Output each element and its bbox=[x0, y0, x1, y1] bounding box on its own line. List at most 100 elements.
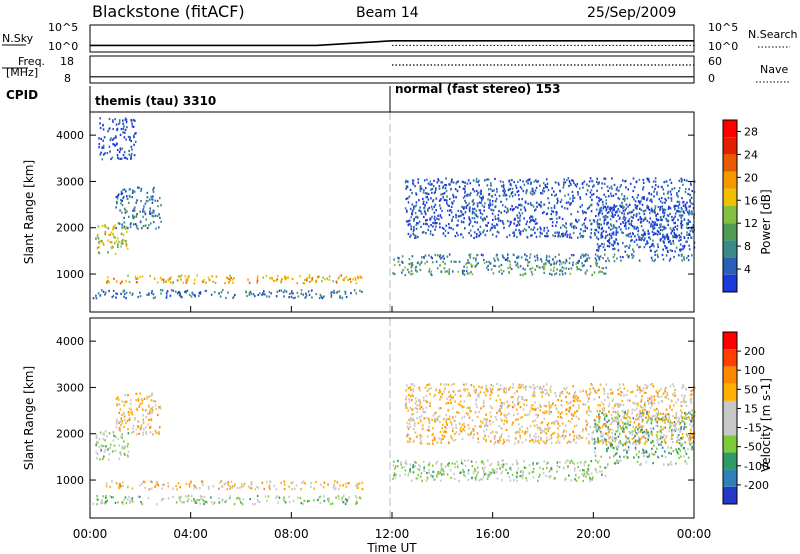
velocity-cells-cell bbox=[637, 424, 639, 427]
velocity-cells-cell bbox=[586, 412, 588, 415]
power-cells-cell bbox=[568, 261, 571, 265]
power-cells-cell bbox=[146, 200, 149, 203]
velocity-cells-cell bbox=[572, 440, 575, 443]
power-cells-cell bbox=[98, 242, 101, 245]
power-cells-cell bbox=[121, 241, 123, 244]
power-cells-cell bbox=[170, 289, 173, 292]
power-cells-cell bbox=[552, 210, 555, 213]
velocity-cells-cell bbox=[678, 447, 680, 450]
power-cells-cell bbox=[667, 237, 670, 241]
velocity-cells-cell bbox=[111, 450, 114, 453]
velocity-cells-cell bbox=[642, 435, 644, 438]
velocity-cells-cell bbox=[521, 477, 524, 480]
power-cells-cell bbox=[457, 215, 460, 218]
velocity-cells-cell bbox=[617, 410, 619, 413]
power-cells-cell bbox=[530, 271, 533, 274]
power-cells-cell bbox=[170, 276, 172, 279]
power-cells-cell bbox=[471, 210, 474, 213]
velocity-cells-cell bbox=[502, 442, 504, 445]
power-cells-cell bbox=[438, 222, 441, 225]
power-cells-cell bbox=[472, 179, 475, 182]
power-cells-cell bbox=[636, 226, 638, 229]
velocity-cells-cell bbox=[640, 398, 643, 401]
velocity-cells-cell bbox=[563, 387, 565, 390]
power-cells-cell bbox=[457, 180, 460, 183]
power-cells-cell bbox=[256, 281, 258, 284]
velocity-cells-cell bbox=[587, 468, 589, 471]
velocity-cells-cell bbox=[439, 420, 441, 424]
velocity-cells-cell bbox=[445, 427, 448, 430]
power-cells-cell bbox=[423, 179, 426, 182]
velocity-cells-cell bbox=[532, 467, 535, 471]
velocity-cells-cell bbox=[462, 463, 464, 466]
velocity-cells-cell bbox=[155, 481, 158, 484]
power-cells-cell bbox=[248, 292, 251, 295]
velocity-cells-cell bbox=[533, 392, 536, 395]
velocity-cells-cell bbox=[670, 463, 673, 466]
velocity-cells-cell bbox=[500, 412, 503, 415]
velocity-cells-cell bbox=[627, 409, 629, 412]
velocity-cells-cell bbox=[681, 420, 683, 423]
velocity-cells-cell bbox=[460, 430, 463, 433]
power-cells-cell bbox=[558, 253, 560, 256]
power-cells-cell bbox=[598, 256, 600, 259]
power-cells-cell bbox=[615, 188, 618, 191]
power-cells-cell bbox=[134, 223, 137, 226]
power-cells-cell bbox=[233, 277, 235, 280]
power-cells bbox=[92, 117, 696, 300]
power-cells-cell bbox=[156, 281, 159, 284]
velocity-cells-cell bbox=[565, 401, 568, 404]
velocity-cells-cell bbox=[681, 433, 684, 436]
power-cells-cell bbox=[565, 201, 568, 204]
velocity-cells-cell bbox=[533, 407, 536, 410]
velocity-cells-cell bbox=[407, 474, 410, 477]
velocity-cells-cell bbox=[103, 455, 105, 458]
velocity-cells-cell bbox=[447, 463, 449, 466]
velocity-cells-cell bbox=[333, 483, 335, 486]
power-cells-cell bbox=[134, 140, 137, 143]
velocity-cells-cell bbox=[138, 432, 140, 435]
velocity-cells-cell bbox=[667, 446, 669, 449]
power-cells-cell bbox=[185, 279, 187, 282]
power-cells-cell bbox=[659, 232, 661, 235]
velocity-cells-cell bbox=[550, 433, 553, 437]
velocity-cells-cell bbox=[479, 391, 482, 394]
velocity-cells-cell bbox=[650, 441, 652, 444]
velocity-cells-cell bbox=[669, 419, 671, 422]
power-cells-cell bbox=[404, 181, 407, 184]
velocity-cells-cell bbox=[546, 423, 549, 426]
velocity-cells-cell bbox=[158, 431, 160, 434]
velocity-cells-cell bbox=[131, 413, 134, 416]
velocity-cells-cell bbox=[471, 477, 473, 480]
velocity-cells-cell bbox=[675, 423, 677, 426]
velocity-cells-cell bbox=[673, 385, 675, 388]
power-cells-cell bbox=[619, 222, 622, 225]
power-cells-cell bbox=[496, 190, 498, 193]
velocity-cells-cell bbox=[407, 472, 410, 475]
velocity-cells-cell bbox=[341, 496, 344, 499]
power-cells-cell bbox=[439, 264, 441, 267]
velocity-cells-cell bbox=[578, 476, 580, 479]
power-cells-cell bbox=[393, 263, 396, 267]
power-cells-cell bbox=[581, 262, 583, 265]
power-cells-cell bbox=[649, 249, 652, 252]
power-cells-cell bbox=[108, 233, 110, 236]
power-cells-cell bbox=[634, 206, 637, 209]
power-cells-cell bbox=[657, 230, 660, 233]
velocity-cells-cell bbox=[460, 459, 463, 462]
velocity-cells-cell bbox=[485, 418, 488, 421]
velocity-cells-cell bbox=[615, 438, 618, 441]
power-cells-cell bbox=[512, 253, 515, 256]
velocity-cells-cell bbox=[641, 395, 643, 398]
velocity-cells-cell bbox=[127, 450, 130, 453]
velocity-cells-cell bbox=[634, 441, 637, 444]
velocity-cells-cell bbox=[664, 421, 666, 424]
velocity-cells-cell bbox=[567, 419, 570, 423]
velocity-cells-cell bbox=[100, 499, 103, 503]
power-cells-cell bbox=[653, 209, 656, 212]
power-cells-cell bbox=[622, 242, 624, 245]
velocity-cells-cell bbox=[441, 427, 443, 430]
power-cells-cell bbox=[689, 200, 691, 203]
power-cells-cell bbox=[565, 267, 568, 270]
